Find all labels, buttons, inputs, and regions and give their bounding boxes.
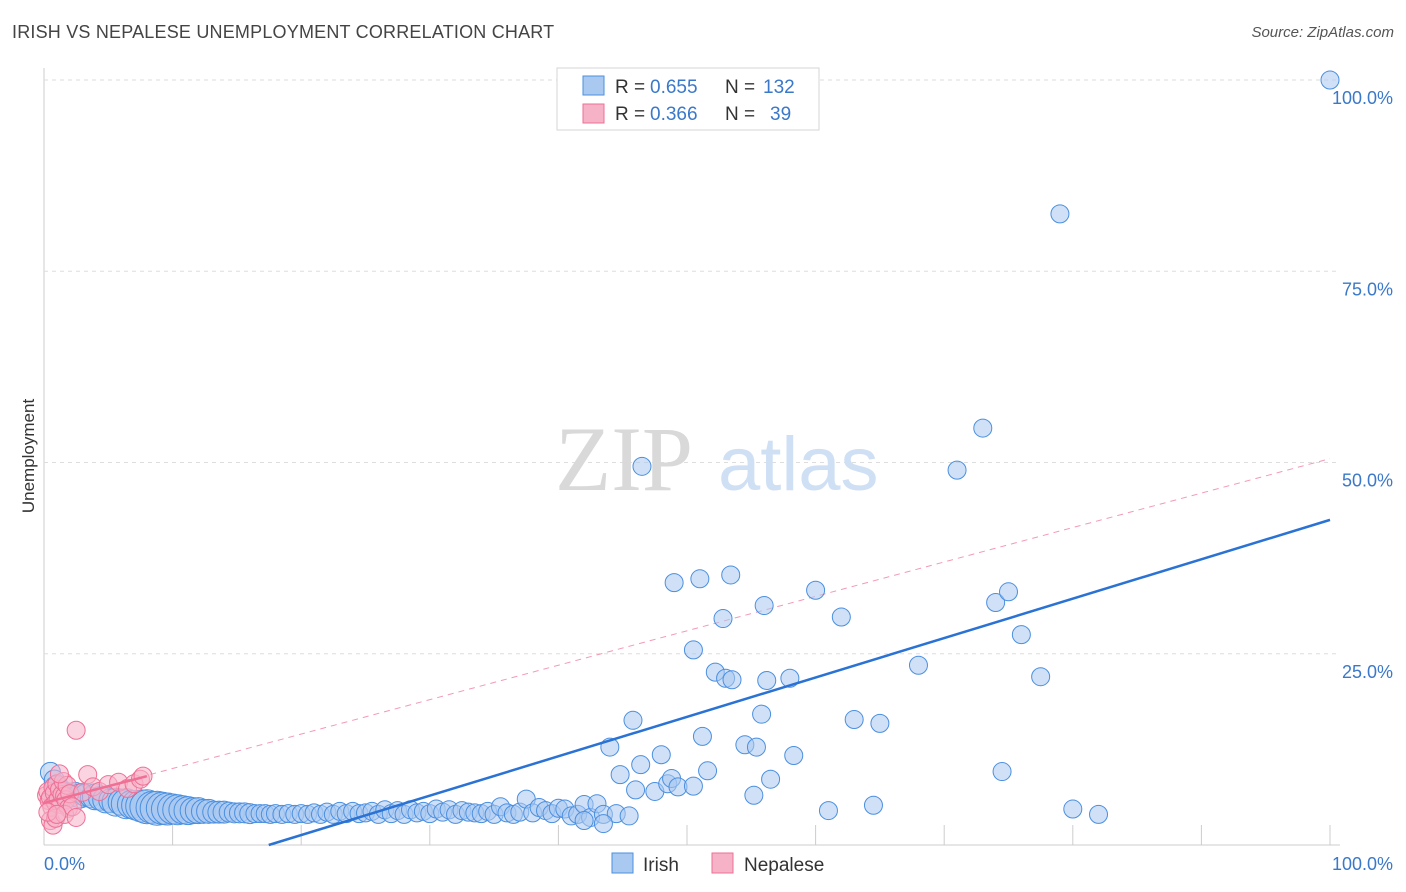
irish-point (692, 726, 712, 746)
legend-irish-n-label: N = (725, 77, 755, 98)
y-axis-label: Unemployment (19, 399, 38, 514)
irish-point (757, 671, 777, 691)
x-tick-labels: 0.0% 100.0% (44, 854, 1393, 874)
irish-point (818, 801, 838, 821)
legend-irish-r-value: 0.655 (650, 77, 698, 98)
irish-point (947, 460, 967, 480)
nepalese-trendline-extended (43, 458, 1331, 804)
irish-point (651, 745, 671, 765)
irish-point (746, 737, 766, 757)
irish-point (698, 761, 718, 781)
irish-point (1011, 625, 1031, 645)
bottom-legend-label-nepalese[interactable]: Nepalese (744, 855, 824, 876)
irish-points (39, 70, 1340, 834)
irish-point (721, 565, 741, 585)
irish-point (863, 795, 883, 815)
irish-point (831, 607, 851, 627)
irish-point (632, 456, 652, 476)
irish-point (610, 765, 630, 785)
y-tick-label-2: 50.0% (1342, 471, 1393, 491)
legend-nepalese-r-label: R = (615, 104, 645, 125)
irish-point (626, 780, 646, 800)
x-tick-label-max: 100.0% (1332, 854, 1393, 874)
legend-nepalese-n-label: N = (725, 104, 755, 125)
watermark-zip: ZIP (555, 408, 693, 510)
irish-point (870, 713, 890, 733)
legend-swatch-nepalese (582, 103, 605, 124)
irish-point (722, 670, 742, 690)
irish-point (784, 745, 804, 765)
irish-point (683, 776, 703, 796)
chart-title: IRISH VS NEPALESE UNEMPLOYMENT CORRELATI… (12, 22, 555, 42)
irish-point (973, 418, 993, 438)
y-tick-label-3: 25.0% (1342, 662, 1393, 682)
legend-nepalese-n-value: 39 (770, 104, 791, 125)
watermark-atlas: atlas (718, 422, 879, 507)
irish-point (623, 710, 643, 730)
irish-point (992, 762, 1012, 782)
nepalese-trendline-dashed (43, 458, 1331, 804)
irish-point (713, 609, 733, 629)
irish-point (1320, 70, 1340, 90)
legend-irish-n-value: 132 (763, 77, 795, 98)
legend-swatch-irish (582, 75, 605, 96)
nepalese-point (66, 807, 86, 827)
irish-point (593, 814, 613, 834)
y-tick-labels: 100.0% 75.0% 50.0% 25.0% (1332, 88, 1393, 682)
nepalese-point (66, 720, 86, 740)
nepalese-trendline (43, 774, 148, 805)
y-tick-label-0: 100.0% (1332, 88, 1393, 108)
bottom-legend-swatch-nepalese[interactable] (711, 852, 734, 874)
irish-point (744, 785, 764, 805)
irish-point (690, 569, 710, 589)
legend-nepalese-r-value: 0.366 (650, 104, 698, 125)
irish-trendline (268, 518, 1331, 847)
irish-point (1050, 204, 1070, 224)
bottom-legend-label-irish[interactable]: Irish (643, 855, 679, 876)
irish-point (754, 596, 774, 616)
irish-point (1063, 799, 1083, 819)
bottom-legend-swatch-irish[interactable] (611, 852, 634, 874)
nepalese-point (47, 804, 67, 824)
irish-point (999, 582, 1018, 602)
top-legend: R = 0.655 N = 132 R = 0.366 N = 39 (556, 67, 820, 131)
irish-point (806, 580, 826, 600)
irish-point (752, 704, 772, 724)
irish-point (619, 806, 639, 826)
irish-point (631, 755, 651, 775)
irish-point (986, 592, 1006, 612)
watermark: ZIP atlas (555, 408, 879, 510)
irish-point (908, 655, 928, 675)
x-tick-label-min: 0.0% (44, 854, 85, 874)
irish-point (1089, 804, 1109, 824)
legend-irish-r-label: R = (615, 77, 645, 98)
irish-point (761, 769, 781, 789)
irish-point (844, 710, 864, 730)
trendlines (43, 518, 1331, 847)
nepalese-point (49, 764, 69, 784)
irish-point (683, 640, 703, 660)
y-tick-label-1: 75.0% (1342, 279, 1393, 299)
irish-point (1031, 667, 1051, 687)
irish-point (664, 573, 684, 593)
bottom-legend: Irish Nepalese (611, 852, 824, 876)
source-label: Source: ZipAtlas.com (1251, 24, 1394, 41)
irish-point (574, 811, 594, 831)
